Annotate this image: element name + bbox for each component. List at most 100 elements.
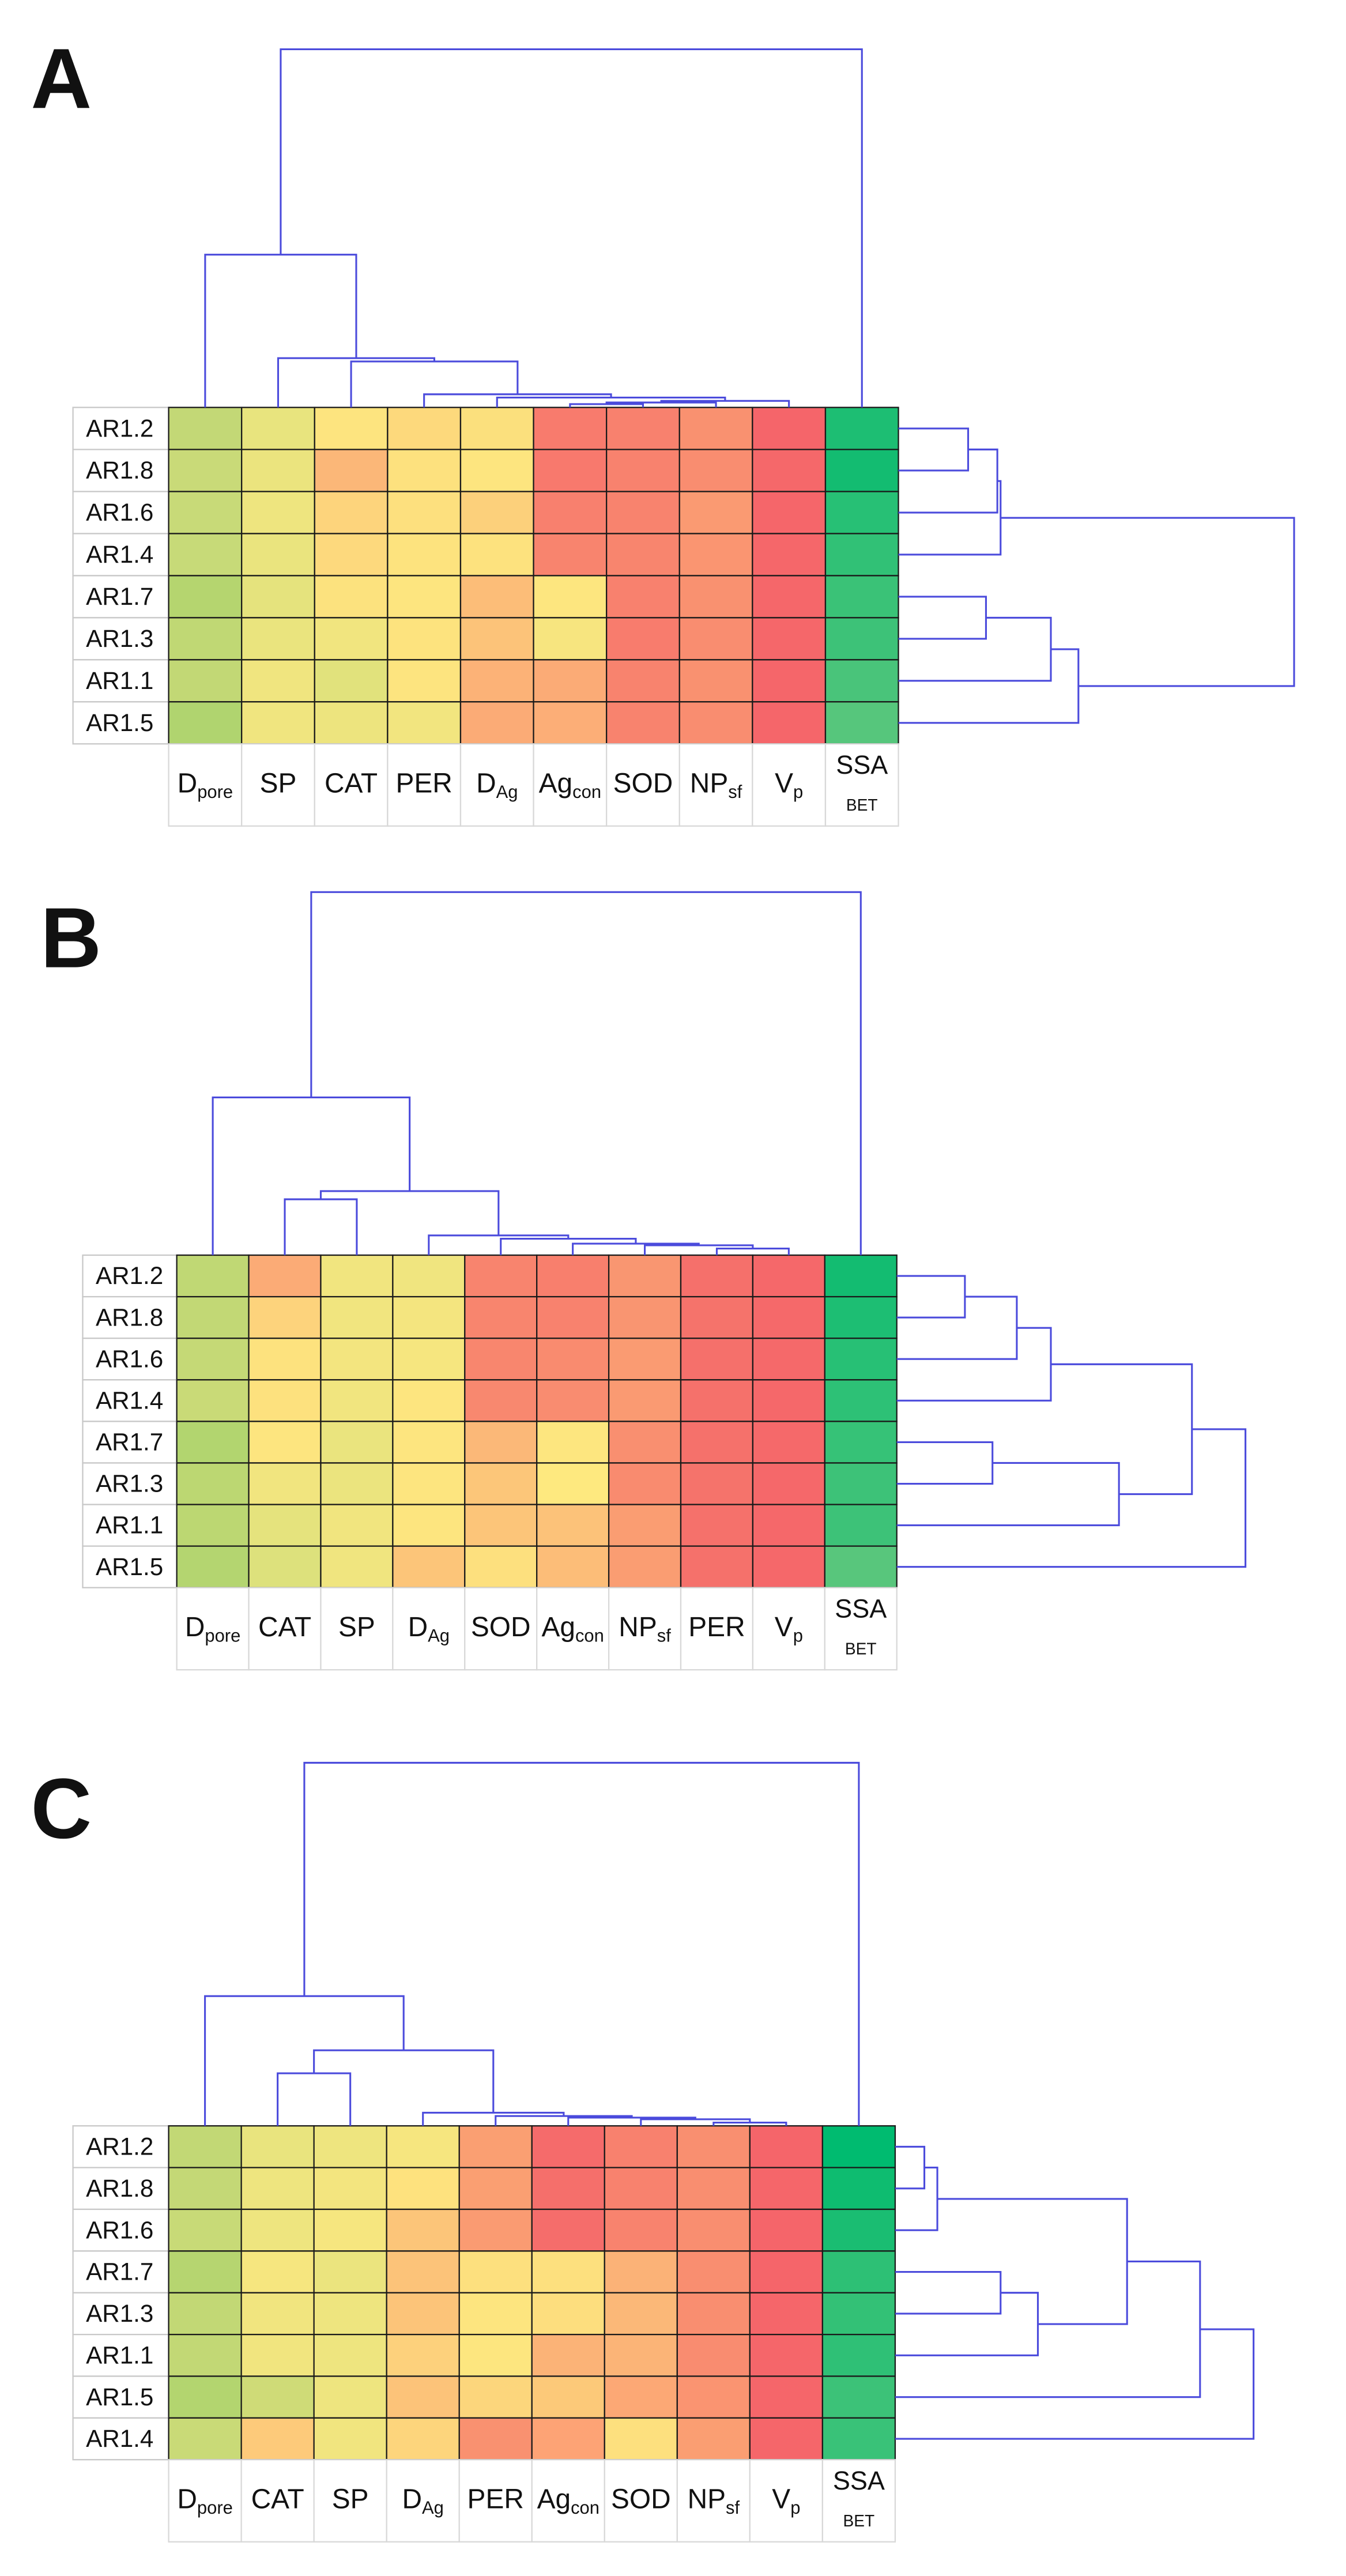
heatmap-cell [459, 701, 534, 745]
heatmap-cell [676, 2333, 751, 2377]
heatmap-cell [604, 2125, 678, 2168]
heatmap-cell [386, 2208, 460, 2252]
heatmap-cell [176, 1504, 250, 1547]
column-label-box [241, 743, 315, 827]
heatmap-cell [676, 2167, 751, 2210]
heatmap-cell [459, 617, 534, 661]
column-label: SP [260, 767, 297, 799]
heatmap-cell [678, 575, 753, 619]
column-label-box [824, 1587, 898, 1671]
column-label-sub: pore [197, 782, 233, 802]
heatmap-cell [176, 1338, 250, 1381]
heatmap-cell [314, 617, 389, 661]
column-label-main: D [177, 2483, 197, 2514]
heatmap-cell [824, 1338, 898, 1381]
heatmap-cell [531, 2292, 605, 2336]
row-label-box [82, 1379, 178, 1422]
heatmap-cell [168, 617, 243, 661]
heatmap-cell [248, 1545, 322, 1588]
column-label: SOD [471, 1611, 531, 1643]
heatmap-cell [176, 1462, 250, 1505]
heatmap-cell [608, 1379, 682, 1422]
heatmap-cell [680, 1504, 754, 1547]
heatmap-cell [464, 1295, 538, 1339]
heatmap-cell [678, 449, 753, 492]
dendrogram-branch [895, 2292, 1039, 2356]
heatmap-cell [459, 575, 534, 619]
heatmap-cell [604, 2375, 678, 2419]
heatmap-cell [752, 1379, 825, 1422]
dendrogram-branch [898, 616, 1052, 682]
column-label-main: NP [690, 767, 728, 799]
heatmap-cell [241, 659, 315, 703]
heatmap-cell [386, 2167, 460, 2210]
dendrogram-branch [423, 393, 612, 408]
dendrogram-branch [350, 360, 519, 408]
heatmap-cell [392, 1421, 466, 1464]
row-label: AR1.3 [86, 2300, 153, 2327]
row-label: AR1.5 [86, 2383, 153, 2411]
row-label: AR1.4 [86, 541, 153, 568]
column-label-box [531, 2459, 605, 2543]
heatmap-cell [459, 659, 534, 703]
dendrogram-branch [310, 891, 862, 1256]
heatmap-cell [464, 1504, 538, 1547]
heatmap-cell [680, 1379, 754, 1422]
heatmap-cell [606, 491, 680, 534]
column-label-sub: sf [726, 2498, 740, 2518]
heatmap-cell [536, 1295, 610, 1339]
heatmap-cell [168, 659, 243, 703]
row-label: AR1.2 [86, 2133, 153, 2160]
dendrogram-branch [277, 357, 436, 408]
heatmap-cell [320, 1504, 394, 1547]
heatmap-cell [392, 1379, 466, 1422]
row-label: AR1.1 [86, 2341, 153, 2368]
column-label-sub: BET [843, 2511, 875, 2530]
column-label: NPsf [619, 1611, 671, 1646]
panel-label: C [31, 1761, 92, 1856]
column-label-box [680, 1587, 754, 1671]
column-label-box [606, 743, 680, 827]
heatmap-cell [240, 2417, 315, 2461]
heatmap-cell [168, 533, 243, 577]
heatmap-cell [176, 1379, 250, 1422]
heatmap-cell [821, 2250, 896, 2293]
heatmap-cell [314, 659, 389, 703]
column-label-box [533, 743, 608, 827]
column-label-box [314, 743, 389, 827]
heatmap-cell [387, 533, 462, 577]
column-label-box [240, 2459, 315, 2543]
row-label: AR1.5 [86, 709, 153, 736]
column-label-main: PER [396, 767, 453, 799]
heatmap-cell [752, 659, 827, 703]
row-label: AR1.1 [86, 667, 153, 694]
heatmap-cell [392, 1462, 466, 1505]
column-label-sub: BET [845, 1639, 877, 1658]
column-label-box [392, 1587, 466, 1671]
heatmap-cell [604, 2250, 678, 2293]
heatmap-cell [240, 2208, 315, 2252]
row-label: AR1.6 [96, 1345, 163, 1372]
heatmap-cell [464, 1338, 538, 1381]
heatmap-cell [752, 701, 827, 745]
heatmap-cell [248, 1338, 322, 1381]
heatmap-cell [314, 449, 389, 492]
heatmap-cell [240, 2250, 315, 2293]
heatmap-cell [604, 2417, 678, 2461]
dendrogram-branch [280, 48, 863, 408]
heatmap-cell [608, 1295, 682, 1339]
column-label: Vp [775, 1611, 803, 1646]
heatmap-cell [676, 2125, 751, 2168]
heatmap-cell [676, 2208, 751, 2252]
dendrogram-branch [898, 427, 970, 472]
column-label: PER [688, 1611, 745, 1643]
column-label: SSA [836, 750, 888, 779]
heatmap-cell [824, 1462, 898, 1505]
heatmap-cell [604, 2333, 678, 2377]
dendrogram-branch [895, 2167, 938, 2231]
heatmap-cell [241, 449, 315, 492]
heatmap-cell [313, 2167, 387, 2210]
column-label: SSA [835, 1594, 887, 1623]
dendrogram-branch [895, 2260, 1201, 2398]
heatmap-cell [176, 1295, 250, 1339]
